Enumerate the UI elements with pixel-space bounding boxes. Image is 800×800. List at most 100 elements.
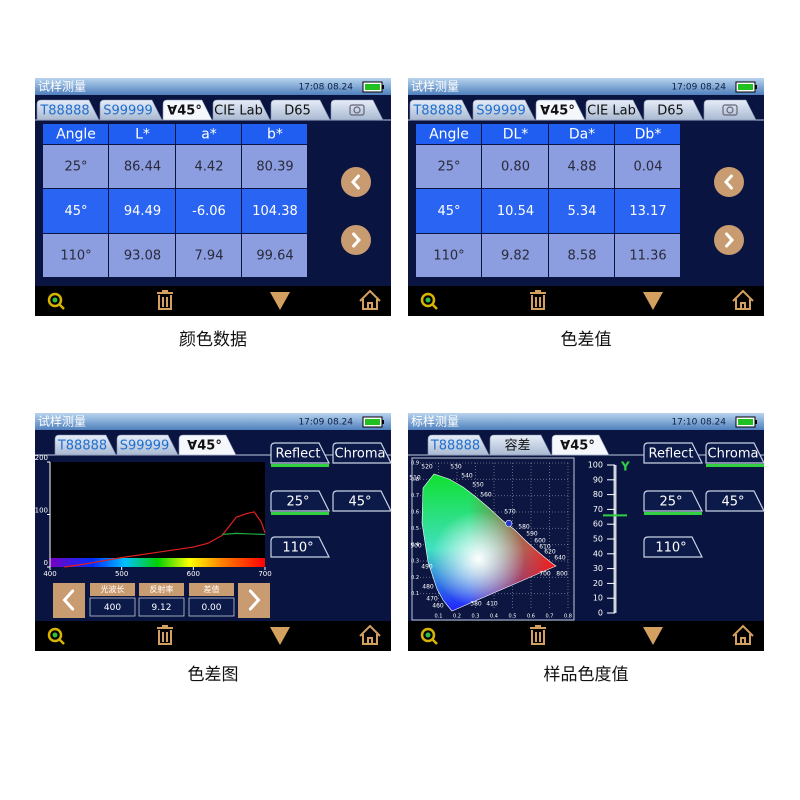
- mode-button-label: 45°: [721, 495, 744, 510]
- clock: 17:09 08.24: [671, 83, 726, 93]
- search-icon: [47, 627, 63, 643]
- table-value: 25°: [64, 160, 87, 175]
- search-icon: [420, 627, 436, 643]
- table-value: 45°: [64, 204, 87, 219]
- lightness-tick-label: 60: [593, 520, 603, 529]
- delete-icon: [157, 625, 173, 645]
- tab-label: S99999: [120, 439, 170, 454]
- wavelength-label: 800: [556, 571, 568, 578]
- toolbar: [408, 286, 764, 316]
- table-value: 8.58: [568, 249, 597, 264]
- battery-tip: [755, 85, 757, 89]
- wavelength-label: 520: [421, 464, 433, 471]
- table-header-cell: [176, 124, 241, 144]
- lightness-tick-label: 40: [593, 549, 603, 558]
- y-tick-label: 0.6: [411, 510, 419, 516]
- search-icon-dot: [425, 297, 431, 303]
- previous-button[interactable]: [341, 167, 371, 197]
- next-button[interactable]: [341, 225, 371, 255]
- mode-button-label: 110°: [655, 541, 686, 556]
- camera-lens: [353, 106, 361, 114]
- battery-level: [738, 419, 753, 425]
- home-icon: [359, 624, 381, 645]
- readout-label: 光波长: [101, 584, 125, 594]
- active-indicator: [271, 464, 329, 467]
- tab: [409, 99, 473, 121]
- chevron-left: [723, 174, 733, 190]
- table-header-cell: [43, 124, 108, 144]
- chevron-right: [725, 232, 735, 248]
- chevron-left: [350, 174, 360, 190]
- caption: 颜色数据: [179, 330, 247, 350]
- table-value: 94.49: [124, 204, 161, 219]
- y-tick-label: 0.2: [411, 575, 419, 581]
- mode-button: [332, 442, 392, 464]
- tab-label: ∀45°: [167, 104, 202, 119]
- x-tick-label: 0.5: [509, 614, 517, 620]
- tab-label: T88888: [39, 104, 89, 119]
- caption: 色差值: [561, 330, 612, 350]
- previous-button[interactable]: [714, 167, 744, 197]
- lightness-tick-label: 70: [593, 505, 603, 514]
- previous-button[interactable]: [53, 583, 85, 618]
- x-tick-label: 400: [43, 570, 56, 578]
- home-icon: [732, 624, 754, 645]
- tab: [116, 434, 179, 456]
- next-button[interactable]: [714, 225, 744, 255]
- mode-button-label: Reflect: [276, 447, 321, 462]
- y-tick-label: 0: [44, 559, 48, 567]
- x-tick-label: 0.2: [453, 614, 461, 620]
- wavelength-label: 380: [470, 601, 482, 608]
- spectral-curve: [221, 532, 266, 536]
- device-screen: 试样测量 17:09 08.24 T88888 S99999 ∀45° CIE Lab D6…: [408, 78, 764, 316]
- mode-button: [270, 442, 330, 464]
- gamut-white: [422, 474, 556, 611]
- table-value: 93.08: [124, 249, 161, 264]
- table-cell: [109, 145, 175, 188]
- readout-label-box: [90, 583, 135, 596]
- table-cell: [482, 234, 548, 277]
- table-value: 4.42: [195, 160, 224, 175]
- table-cell: [416, 145, 481, 188]
- tab-label: 容差: [504, 438, 530, 454]
- spectrum-band: [50, 558, 265, 567]
- mode-button-label: Reflect: [649, 447, 694, 462]
- readout-label-box: [189, 583, 234, 596]
- y-tick-label: 0.7: [411, 493, 419, 499]
- y-tick-label: 200: [35, 454, 48, 462]
- device-screen: 试样测量 17:09 08.24 T88888 S99999 ∀45° Reflect Ch…: [35, 413, 392, 651]
- device-screen: 标样测量 17:10 08.24 T88888 容差 ∀45° Reflect Chroma…: [408, 413, 765, 651]
- next-button[interactable]: [238, 583, 270, 618]
- wavelength-label: 580: [518, 524, 530, 531]
- table-header: Db*: [635, 127, 662, 143]
- table-cell: [615, 145, 680, 188]
- readout-value-box: [89, 597, 136, 617]
- tab: [489, 434, 552, 456]
- y-tick-label: 0.8: [411, 477, 419, 483]
- table-cell: [242, 189, 307, 233]
- lightness-tick-label: 100: [588, 461, 603, 470]
- tab: [54, 434, 117, 456]
- table-cell: [109, 189, 175, 233]
- table-header-cell: [549, 124, 614, 144]
- table-cell: [482, 189, 548, 233]
- table-value: 25°: [437, 160, 460, 175]
- chevron-right: [352, 232, 362, 248]
- tab-label: ∀45°: [560, 439, 595, 454]
- screen-title: 试样测量: [38, 414, 86, 429]
- table-value: 0.80: [501, 160, 530, 175]
- table-value: 7.94: [195, 249, 224, 264]
- battery-level: [365, 84, 380, 90]
- table-cell: [549, 189, 614, 233]
- table-value: 99.64: [256, 249, 293, 264]
- wavelength-label: 550: [472, 482, 484, 489]
- tab: [427, 434, 490, 456]
- mode-button: [643, 536, 703, 558]
- table-header: Angle: [56, 127, 96, 143]
- delete-icon: [157, 290, 173, 310]
- tab-label: D65: [657, 104, 684, 119]
- clock: 17:10 08.24: [671, 418, 726, 428]
- table-value: 5.34: [568, 204, 597, 219]
- y-tick-label: 0.1: [411, 591, 419, 597]
